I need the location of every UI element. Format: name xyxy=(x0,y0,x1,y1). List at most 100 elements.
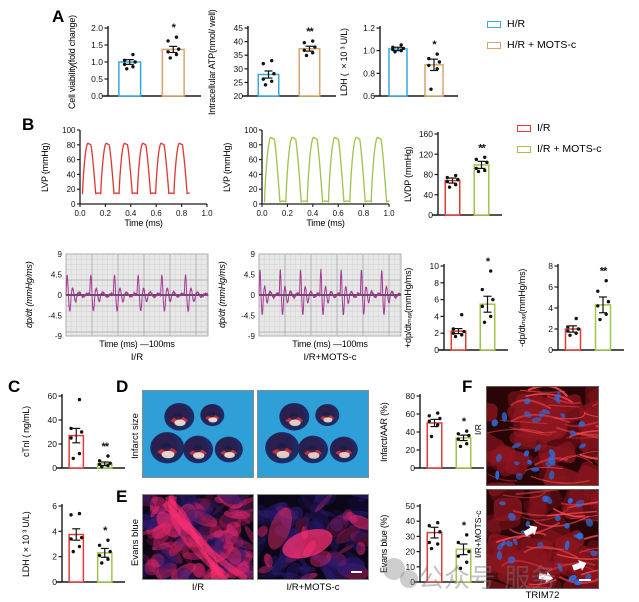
trim72-row-label-ir-motsc: I/R+MOTS-c xyxy=(473,494,483,574)
svg-text:0.8: 0.8 xyxy=(176,209,188,218)
panel-letter-b: B xyxy=(22,116,34,133)
svg-text:9: 9 xyxy=(58,250,63,259)
chart-svg-neg-dpdt-max: 0 2 4 6 8 ** xyxy=(518,252,626,360)
chart-lvp-ir: 0 20 40 60 80 100 0.0 0.2 0.4 0.6 0.8 1.0 LVP (mmHg)… xyxy=(40,120,215,232)
infarct-photo xyxy=(258,391,368,477)
svg-text:**: ** xyxy=(101,441,109,453)
chart-lvdp: 0 40 80 120 160 ** LVDP (mmHg) xyxy=(404,120,504,225)
legend-swatch-ir-motsc xyxy=(517,146,531,153)
svg-text:1.0: 1.0 xyxy=(383,209,395,218)
evans-photo xyxy=(143,495,253,579)
svg-text:**: ** xyxy=(306,26,314,38)
svg-text:35: 35 xyxy=(234,50,244,60)
svg-text:60: 60 xyxy=(48,391,58,401)
svg-text:4.5: 4.5 xyxy=(244,271,256,280)
svg-text:0: 0 xyxy=(52,577,57,587)
svg-text:4: 4 xyxy=(548,303,553,313)
svg-text:8: 8 xyxy=(548,261,553,271)
panel-letter-f: F xyxy=(462,378,472,395)
svg-text:0: 0 xyxy=(428,210,433,220)
axis-label-ctni: cTnI ( ng/mL) xyxy=(21,396,31,468)
svg-text:40: 40 xyxy=(424,190,434,200)
svg-text:60: 60 xyxy=(249,156,258,165)
svg-text:*: * xyxy=(432,39,437,51)
svg-text:10: 10 xyxy=(430,261,440,271)
svg-text:40: 40 xyxy=(406,427,416,437)
svg-text:1.0: 1.0 xyxy=(201,209,213,218)
axis-label-cell-viability: Cell viability (fold change) xyxy=(67,28,77,96)
caption-dpdt-trace-ir-motsc: I/R+MOTS-c xyxy=(259,352,401,363)
legend-label-ir-motsc: I/R + MOTS-c xyxy=(537,143,601,155)
svg-text:1.2: 1.2 xyxy=(363,23,375,33)
svg-text:120: 120 xyxy=(419,149,433,159)
svg-text:**: ** xyxy=(600,266,608,278)
svg-text:160: 160 xyxy=(419,129,433,139)
svg-text:*: * xyxy=(462,520,467,532)
chart-lvp-ir-motsc: 0 20 40 60 80 100 0.0 0.2 0.4 0.6 0.8 1.0 LVP (mmHg)… xyxy=(222,120,397,232)
legend-item-ir: I/R xyxy=(517,122,601,134)
svg-text:20: 20 xyxy=(234,91,244,101)
svg-text:100: 100 xyxy=(244,126,258,135)
axis-label-ldh-cell: LDH ( ×10 ³ U/L) xyxy=(339,28,349,96)
chart-svg-lvdp: 0 40 80 120 160 ** xyxy=(404,120,504,225)
chart-pos-dpdt-max: 0 2 4 6 8 10 * +dp/dtₘₐₓ (mmHg/ms) xyxy=(404,252,510,360)
panel-letter-a: A xyxy=(52,8,64,25)
svg-text:-9: -9 xyxy=(248,332,256,341)
chart-svg-ldh-heart: 0246* xyxy=(22,492,127,592)
image-trim72-ir-motsc xyxy=(486,489,599,589)
svg-text:25: 25 xyxy=(234,77,244,87)
svg-text:**: ** xyxy=(478,142,486,154)
svg-text:20: 20 xyxy=(249,185,258,194)
svg-text:100: 100 xyxy=(62,126,76,135)
svg-text:80: 80 xyxy=(406,391,416,401)
chart-cell-viability: 0.0 0.5 1.0 1.5 2.0 * Cell viability (fold chan… xyxy=(68,14,203,106)
axis-label-intracellular-atp: Intracellular ATP (nmol/ well) xyxy=(207,28,217,96)
chart-svg-lvp-ir-motsc: 0 20 40 60 80 100 0.0 0.2 0.4 0.6 0.8 1.0 xyxy=(222,120,397,232)
axis-label-ldh-heart: LDH (×10 ³ U/L) xyxy=(21,506,31,582)
chart-ldh-cell: 0.6 0.8 1.0 1.2 * LDH ( ×10 ³ U/L) xyxy=(340,14,460,106)
panel-letter-e: E xyxy=(116,488,127,505)
axis-label-infarct-aar: Infarct/AAR (%) xyxy=(379,396,389,468)
svg-text:30: 30 xyxy=(234,64,244,74)
svg-text:0.6: 0.6 xyxy=(363,91,375,101)
svg-text:*: * xyxy=(172,22,177,34)
chart-svg-pos-dpdt-max: 0 2 4 6 8 10 * xyxy=(404,252,510,360)
svg-text:40: 40 xyxy=(48,415,58,425)
axis-label-x-dpdt-trace-ir-motsc: Time (ms) —100ms xyxy=(259,339,401,349)
chart-svg-cell-viability: 0.00.51.01.52.0 * xyxy=(68,14,203,106)
svg-text:80: 80 xyxy=(67,141,76,150)
svg-text:0: 0 xyxy=(410,463,415,473)
trim72-photo xyxy=(487,387,598,485)
watermark-circle-2 xyxy=(400,570,418,588)
svg-text:4: 4 xyxy=(434,311,439,321)
legend-swatch-hr xyxy=(487,21,501,28)
chart-svg-intracellular-atp: 20 25 30 35 40 45 ** xyxy=(208,14,338,106)
svg-text:20: 20 xyxy=(406,547,416,557)
chart-svg-infarct-aar: 0 20 40 60 80 * xyxy=(380,382,486,478)
chart-dpdt-trace-ir-motsc: 9 4.5 0 -4.5 -9 dp/dt (mmHg/ms) Time (ms) —100… xyxy=(215,248,405,366)
svg-text:80: 80 xyxy=(424,170,434,180)
infarct-row-label: Infarct size xyxy=(130,396,141,476)
svg-text:40: 40 xyxy=(234,37,244,47)
svg-text:*: * xyxy=(103,525,108,537)
caption-trim72: TRIM72 xyxy=(486,590,599,601)
svg-text:50: 50 xyxy=(406,501,416,511)
svg-text:8: 8 xyxy=(434,278,439,288)
svg-text:-4.5: -4.5 xyxy=(48,312,62,321)
svg-text:60: 60 xyxy=(67,156,76,165)
scale-bar xyxy=(579,579,591,581)
chart-neg-dpdt-max: 0 2 4 6 8 ** -dp/dtₘₐₓ (mmHg/ms) xyxy=(518,252,626,360)
svg-text:2: 2 xyxy=(52,552,57,562)
svg-text:9: 9 xyxy=(251,250,256,259)
legend-cell: H/R H/R + MOTS-c xyxy=(487,18,576,60)
legend-label-hr-motsc: H/R + MOTS-c xyxy=(507,39,576,51)
image-infarct-ir xyxy=(142,390,254,478)
legend-swatch-hr-motsc xyxy=(487,42,501,49)
evans-photo xyxy=(258,495,368,579)
svg-text:30: 30 xyxy=(406,531,416,541)
chart-dpdt-trace-ir: 9 4.5 0 -4.5 -9 dp/dt (mmHg/ms) Time (ms) —100… xyxy=(22,248,212,366)
evans-row-label: Evans blue xyxy=(130,504,141,580)
svg-text:1.0: 1.0 xyxy=(363,46,375,56)
svg-text:6: 6 xyxy=(52,501,57,511)
axis-label-y-dpdt-trace-ir: dp/dt (mmHg/ms) xyxy=(24,254,34,336)
